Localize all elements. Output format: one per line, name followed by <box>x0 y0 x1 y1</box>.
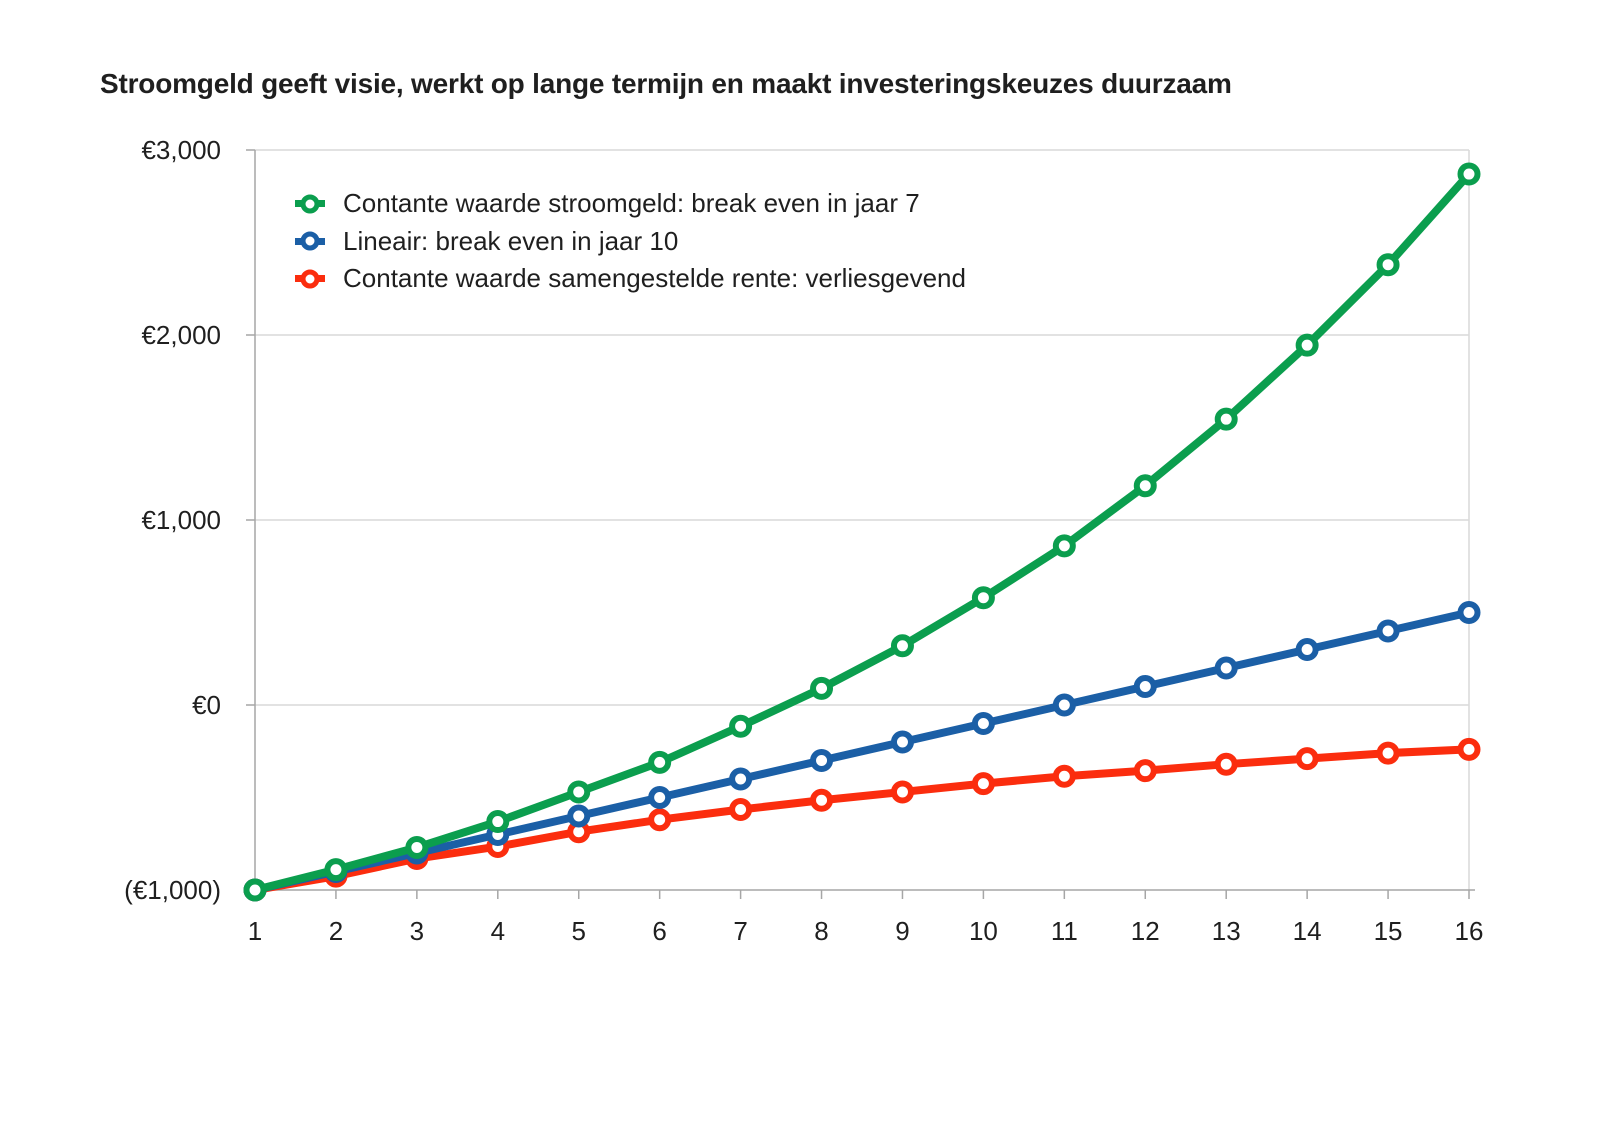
x-axis-label: 7 <box>733 916 747 946</box>
y-axis-label: €3,000 <box>141 135 221 165</box>
data-point-marker-lineair <box>1052 693 1076 717</box>
x-axis-label: 4 <box>491 916 505 946</box>
data-point-marker-lineair <box>1457 601 1481 624</box>
legend-marker-lineair-icon <box>295 230 325 253</box>
legend-label-stroomgeld: Contante waarde stroomgeld: break even i… <box>343 188 920 219</box>
x-axis-label: 14 <box>1293 916 1322 946</box>
x-axis-label: 8 <box>814 916 828 946</box>
data-point-marker-lineair <box>890 730 914 754</box>
x-axis-label: 2 <box>329 916 343 946</box>
data-point-marker-stroomgeld <box>971 586 995 610</box>
x-axis-label: 10 <box>969 916 998 946</box>
y-axis-label: (€1,000) <box>124 875 221 905</box>
data-point-marker-samengestelde-rente <box>1295 747 1319 771</box>
x-axis-label: 6 <box>652 916 666 946</box>
data-point-marker-stroomgeld <box>1052 534 1076 558</box>
x-axis-label: 3 <box>410 916 424 946</box>
series-line-lineair <box>251 608 1473 894</box>
data-point-marker-stroomgeld <box>1295 333 1319 357</box>
data-point-marker-stroomgeld <box>1376 253 1400 277</box>
y-axis-label: €2,000 <box>141 320 221 350</box>
data-point-marker-samengestelde-rente <box>729 798 753 822</box>
data-point-marker-lineair <box>567 804 591 828</box>
data-point-marker-samengestelde-rente <box>1133 759 1157 783</box>
legend-item-samengestelde-rente: Contante waarde samengestelde rente: ver… <box>295 260 966 298</box>
data-point-marker-lineair <box>648 786 672 809</box>
legend: Contante waarde stroomgeld: break even i… <box>295 185 966 298</box>
data-point-marker-lineair <box>971 712 995 735</box>
y-axis-label: €1,000 <box>141 505 221 535</box>
legend-item-lineair: Lineair: break even in jaar 10 <box>295 223 966 261</box>
data-point-marker-samengestelde-rente <box>810 788 834 812</box>
x-axis-label: 15 <box>1374 916 1403 946</box>
data-point-marker-samengestelde-rente <box>890 780 914 804</box>
data-point-marker-stroomgeld <box>729 714 753 738</box>
data-point-marker-samengestelde-rente <box>1052 764 1076 788</box>
legend-marker-samengestelde-rente-icon <box>295 267 325 290</box>
x-axis-label: 9 <box>895 916 909 946</box>
data-point-marker-samengestelde-rente <box>1214 752 1238 776</box>
data-point-marker-samengestelde-rente <box>971 772 995 796</box>
data-point-marker-stroomgeld <box>648 750 672 774</box>
legend-label-samengestelde-rente: Contante waarde samengestelde rente: ver… <box>343 263 966 294</box>
data-point-marker-stroomgeld <box>1457 162 1481 186</box>
x-axis-label: 16 <box>1455 916 1484 946</box>
data-point-marker-samengestelde-rente <box>648 808 672 832</box>
data-point-marker-stroomgeld <box>243 878 267 902</box>
legend-item-stroomgeld: Contante waarde stroomgeld: break even i… <box>295 185 966 223</box>
data-point-marker-stroomgeld <box>567 780 591 804</box>
data-point-marker-stroomgeld <box>405 835 429 859</box>
x-axis-label: 13 <box>1212 916 1241 946</box>
series-line-stroomgeld <box>251 170 1473 894</box>
data-point-marker-lineair <box>1376 619 1400 643</box>
x-axis-label: 12 <box>1131 916 1160 946</box>
data-point-marker-lineair <box>1214 656 1238 680</box>
legend-marker-stroomgeld-icon <box>295 192 325 215</box>
data-point-marker-stroomgeld <box>1133 474 1157 498</box>
chart-title: Stroomgeld geeft visie, werkt op lange t… <box>100 68 1232 99</box>
data-point-marker-lineair <box>1133 675 1157 698</box>
x-axis-label: 5 <box>571 916 585 946</box>
x-axis-label: 11 <box>1051 916 1078 946</box>
data-point-marker-lineair <box>810 749 834 772</box>
series-line-samengestelde-rente <box>251 745 1473 894</box>
x-axis-label: 1 <box>248 916 262 946</box>
data-point-marker-stroomgeld <box>324 858 348 882</box>
y-axis-label: €0 <box>192 690 221 720</box>
data-point-marker-stroomgeld <box>890 634 914 658</box>
data-point-marker-stroomgeld <box>486 810 510 834</box>
data-point-marker-stroomgeld <box>1214 407 1238 431</box>
legend-label-lineair: Lineair: break even in jaar 10 <box>343 225 679 256</box>
data-point-marker-samengestelde-rente <box>1376 741 1400 765</box>
data-point-marker-lineair <box>1295 638 1319 661</box>
data-point-marker-samengestelde-rente <box>1457 737 1481 761</box>
data-point-marker-lineair <box>729 767 753 791</box>
data-point-marker-stroomgeld <box>810 676 834 700</box>
